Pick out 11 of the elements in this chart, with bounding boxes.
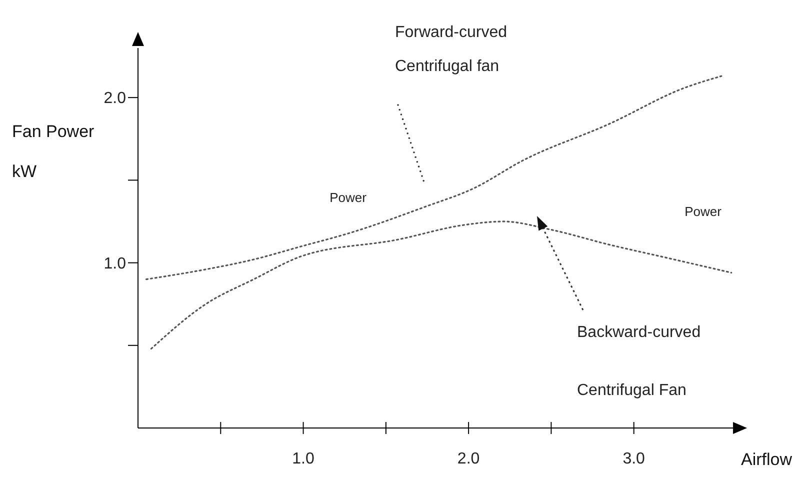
x-axis-title: Airflow bbox=[741, 450, 792, 470]
line-series bbox=[150, 220, 732, 350]
annotation: Power bbox=[328, 189, 368, 207]
text: Fan Power kW bbox=[12, 122, 94, 181]
x-tick-label: 2.0 bbox=[457, 450, 480, 468]
x-tick-label: 1.0 bbox=[292, 450, 314, 468]
annotation: Forward-curved Centrifugal fan bbox=[395, 23, 508, 77]
annotation: Power bbox=[684, 203, 722, 221]
x-tick-label: 3.0 bbox=[622, 450, 646, 468]
text: Backward-curved Centrifugal Fan bbox=[577, 324, 701, 399]
line-series bbox=[145, 75, 722, 280]
